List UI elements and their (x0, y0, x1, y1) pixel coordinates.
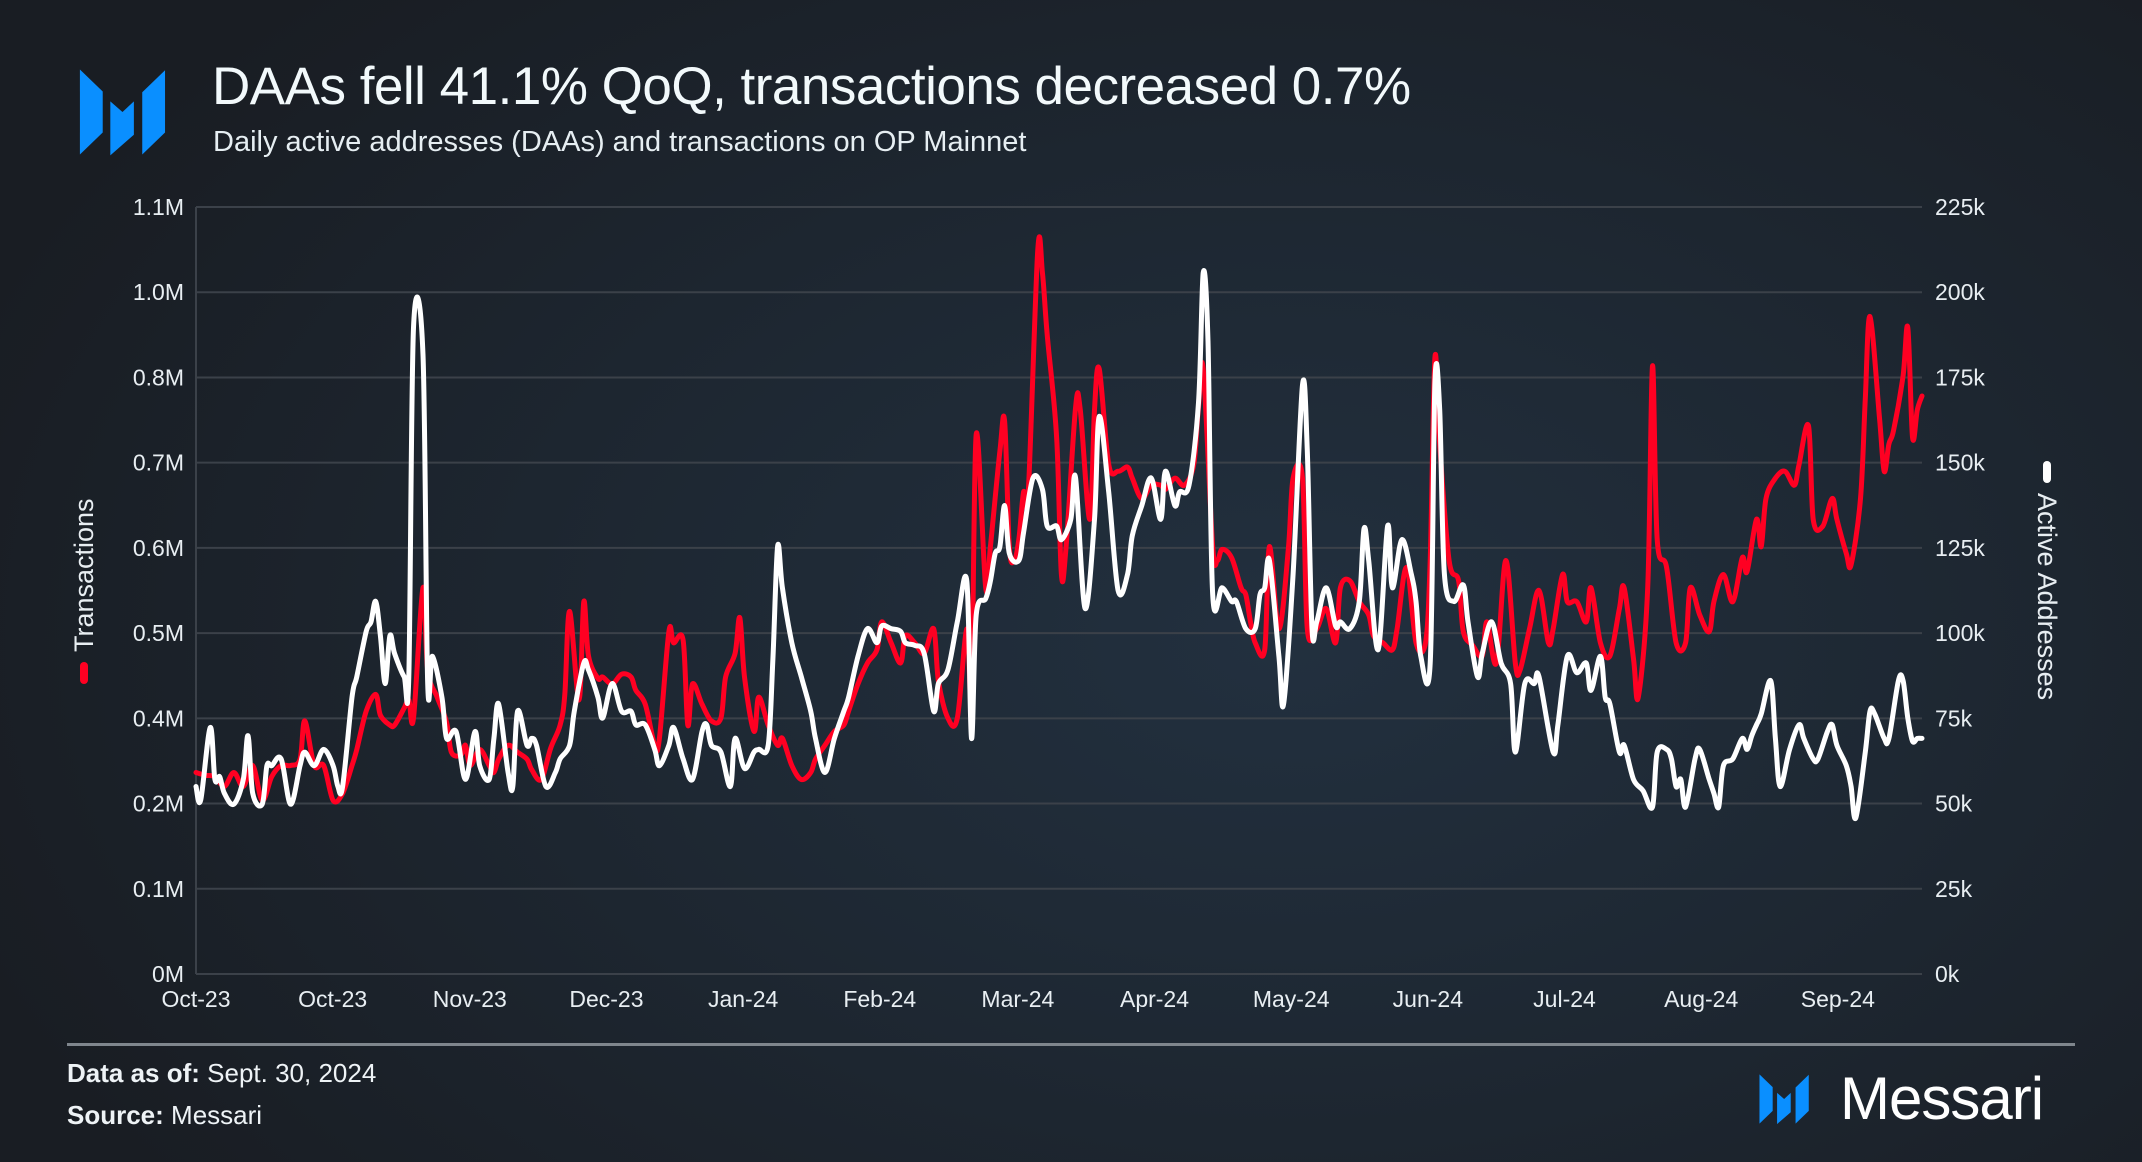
messari-logo-icon (1759, 1074, 1809, 1125)
left-tick-label: 0.5M (133, 620, 184, 646)
x-tick-label: Dec-23 (569, 986, 643, 1012)
left-axis-ticks: 0M 0.1M 0.2M 0.4M 0.5M 0.6M 0.7M 0.8M 1.0M 1.1M (133, 194, 184, 987)
left-tick-label: 1.0M (133, 279, 184, 305)
x-tick-label: Jan-24 (708, 986, 779, 1012)
messari-brand: Messari (1752, 1063, 2044, 1135)
x-tick-label: Feb-24 (843, 986, 916, 1012)
x-tick-label: Nov-23 (433, 986, 507, 1012)
right-tick-label: 0k (1935, 961, 1960, 987)
logo-middle-bar (1777, 1092, 1791, 1125)
left-tick-label: 0.2M (133, 791, 184, 817)
data-as-of-label: Data as of: (67, 1058, 200, 1088)
x-tick-label: Oct-23 (161, 986, 230, 1012)
source-value: Messari (171, 1100, 263, 1130)
data-as-of: Data as of: Sept. 30, 2024 (67, 1058, 376, 1089)
right-axis-title: Active Addresses (2032, 493, 2062, 700)
x-tick-label: Jul-24 (1533, 986, 1596, 1012)
x-tick-label: Apr-24 (1120, 986, 1189, 1012)
logo-left-bar (79, 69, 103, 155)
chart-title: DAAs fell 41.1% QoQ, transactions decrea… (212, 57, 1411, 116)
logo-right-bar (1795, 1074, 1809, 1124)
right-axis-legend: Active Addresses (2032, 461, 2062, 700)
logo-right-bar (142, 70, 166, 155)
active-addresses-line (193, 268, 1925, 822)
data-as-of-value: Sept. 30, 2024 (207, 1058, 377, 1088)
right-tick-label: 100k (1935, 620, 1985, 646)
right-tick-label: 25k (1935, 876, 1973, 902)
footer-divider (67, 1043, 2075, 1046)
x-tick-label: Oct-23 (298, 986, 367, 1012)
x-tick-label: Aug-24 (1664, 986, 1738, 1012)
left-tick-label: 0.7M (133, 450, 184, 476)
x-tick-label: Sep-24 (1801, 986, 1875, 1012)
right-tick-label: 150k (1935, 450, 1985, 476)
logo-left-bar (1759, 1074, 1773, 1124)
right-axis-ticks: 0k 25k 50k 75k 100k 125k 150k 175k 200k 225k (1935, 194, 1985, 987)
x-tick-label: Mar-24 (981, 986, 1054, 1012)
brand-wordmark: Messari (1840, 1065, 2044, 1132)
left-tick-label: 0.1M (133, 876, 184, 902)
x-axis-ticks: Oct-23 Oct-23 Nov-23 Dec-23 Jan-24 Feb-24 Mar-… (161, 986, 1875, 1012)
right-tick-label: 50k (1935, 791, 1973, 817)
right-tick-label: 225k (1935, 194, 1985, 220)
transactions-line (193, 234, 1925, 805)
source: Source: Messari (67, 1100, 262, 1131)
left-tick-label: 0M (152, 961, 184, 987)
series-layer (193, 234, 1925, 822)
right-tick-label: 175k (1935, 364, 1985, 390)
right-tick-label: 125k (1935, 535, 1985, 561)
logo-middle-bar (110, 101, 134, 156)
left-axis-legend: Transactions (69, 498, 99, 684)
right-tick-label: 75k (1935, 705, 1973, 731)
chart-subtitle: Daily active addresses (DAAs) and transa… (213, 126, 1027, 158)
left-axis-title: Transactions (69, 498, 99, 652)
messari-logo-icon (79, 69, 166, 156)
source-label: Source: (67, 1100, 164, 1130)
x-tick-label: May-24 (1253, 986, 1330, 1012)
x-tick-label: Jun-24 (1393, 986, 1464, 1012)
left-tick-label: 0.8M (133, 364, 184, 390)
gridlines (196, 206, 1922, 975)
left-tick-label: 1.1M (133, 194, 184, 220)
right-tick-label: 200k (1935, 279, 1985, 305)
left-tick-label: 0.4M (133, 705, 184, 731)
left-tick-label: 0.6M (133, 535, 184, 561)
